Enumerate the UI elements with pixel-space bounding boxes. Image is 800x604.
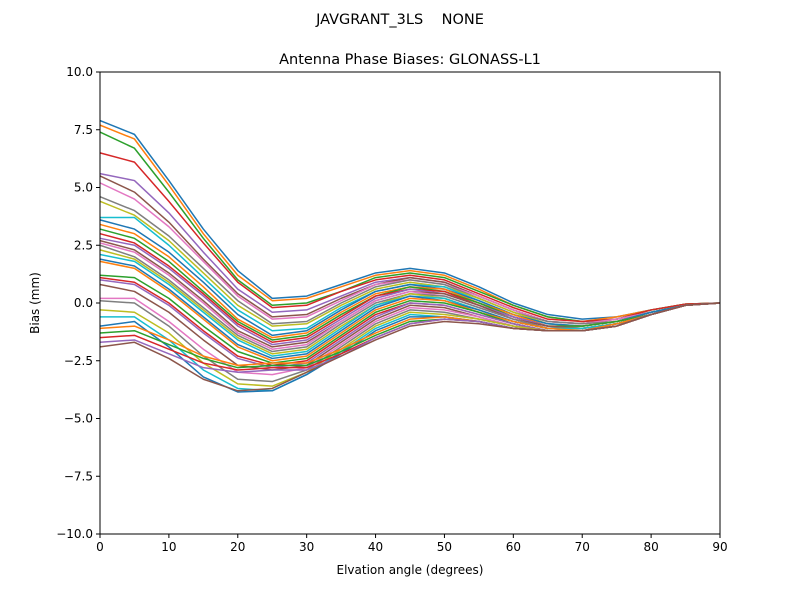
series-layer [99,119,721,393]
series-line [99,260,721,362]
y-tick-label: −7.5 [64,469,93,483]
x-tick-label: 10 [161,540,176,554]
y-tick-label: 10.0 [66,65,93,79]
y-tick-label: 0.0 [74,296,93,310]
y-tick-label: −2.5 [64,354,93,368]
y-axis-label: Bias (mm) [28,272,42,334]
series-line [99,124,721,323]
y-tick-label: 2.5 [74,238,93,252]
x-tick-label: 90 [712,540,727,554]
series-line [99,228,721,341]
x-tick-label: 20 [230,540,245,554]
x-tick-label: 70 [575,540,590,554]
x-tick-label: 40 [368,540,383,554]
figure-suptitle: JAVGRANT_3LS NONE [315,12,484,28]
y-tick-label: −10.0 [56,527,93,541]
y-tick-label: −5.0 [64,412,93,426]
x-tick-label: 30 [299,540,314,554]
x-tick-label: 50 [437,540,452,554]
x-axis-label: Elvation angle (degrees) [337,563,484,577]
x-tick-label: 80 [643,540,658,554]
y-tick-label: 5.0 [74,181,93,195]
x-axis: 0 10 20 30 40 50 60 70 80 90 [96,534,728,554]
series-line [99,302,721,392]
chart-title: Antenna Phase Biases: GLONASS-L1 [279,52,541,68]
x-tick-label: 0 [96,540,104,554]
y-axis: 10.0 7.5 5.0 2.5 0.0 −2.5 −5.0 −7.5 −10.0 [56,65,100,541]
y-tick-label: 7.5 [74,123,93,137]
x-tick-label: 60 [506,540,521,554]
